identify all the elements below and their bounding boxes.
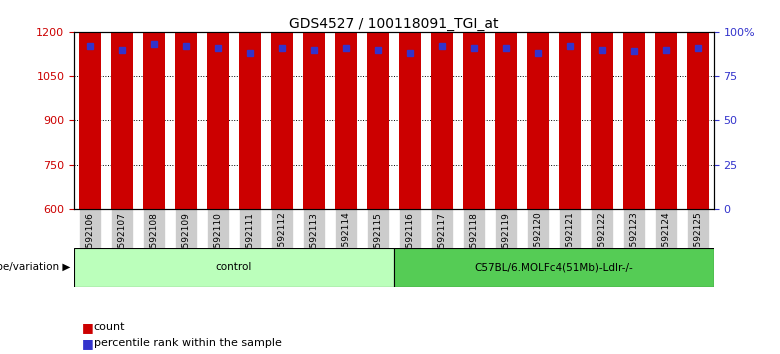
Bar xyxy=(79,0,101,209)
Bar xyxy=(271,0,293,209)
Bar xyxy=(622,0,645,209)
Bar xyxy=(463,0,485,209)
Text: ■: ■ xyxy=(82,321,94,334)
Bar xyxy=(590,0,613,209)
Text: control: control xyxy=(216,262,252,272)
Bar xyxy=(239,0,261,209)
Bar xyxy=(558,0,581,209)
Bar xyxy=(143,0,165,209)
Bar xyxy=(175,0,197,209)
Text: percentile rank within the sample: percentile rank within the sample xyxy=(94,338,282,348)
Bar xyxy=(399,0,421,209)
Bar xyxy=(367,20,389,209)
Bar xyxy=(111,0,133,209)
Bar xyxy=(526,7,549,209)
Bar xyxy=(431,0,453,209)
Bar xyxy=(74,248,394,287)
Bar xyxy=(303,0,325,209)
Text: count: count xyxy=(94,322,125,332)
Bar xyxy=(495,0,517,209)
Text: ■: ■ xyxy=(82,337,94,350)
Bar xyxy=(654,0,677,209)
Text: genotype/variation ▶: genotype/variation ▶ xyxy=(0,262,70,272)
Text: C57BL/6.MOLFc4(51Mb)-Ldlr-/-: C57BL/6.MOLFc4(51Mb)-Ldlr-/- xyxy=(474,262,633,272)
Bar xyxy=(686,0,709,209)
Bar xyxy=(207,0,229,209)
Bar xyxy=(335,0,357,209)
Title: GDS4527 / 100118091_TGI_at: GDS4527 / 100118091_TGI_at xyxy=(289,17,498,31)
Bar xyxy=(394,248,714,287)
